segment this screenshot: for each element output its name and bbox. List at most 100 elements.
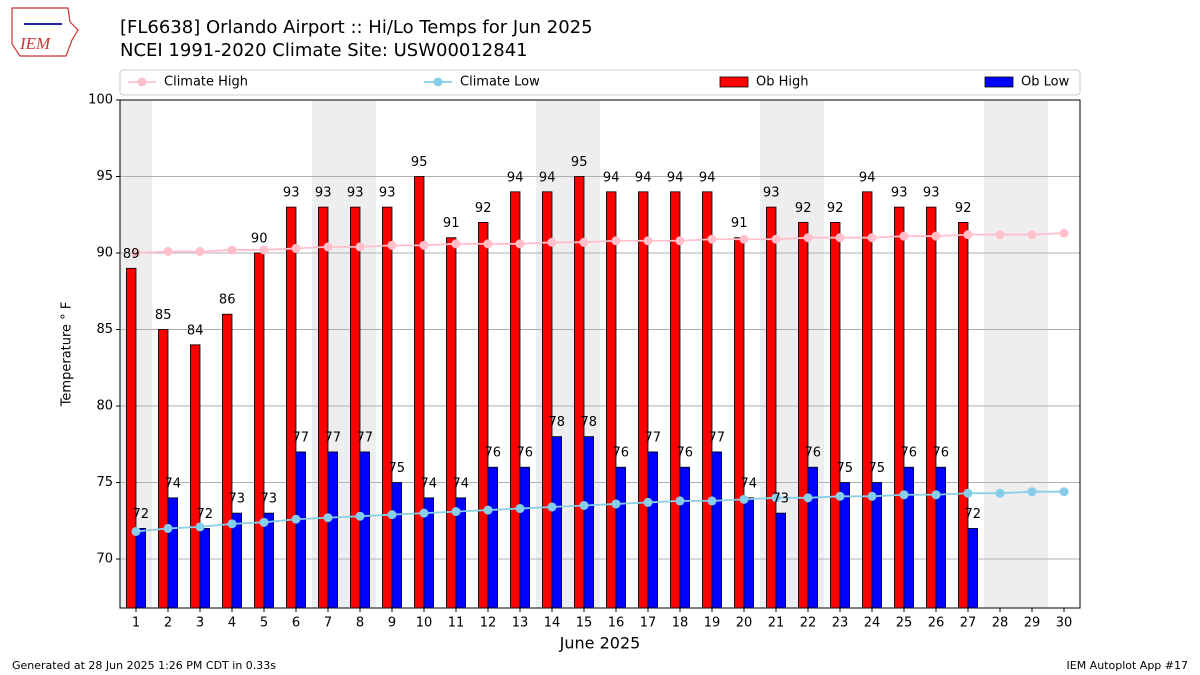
line-marker [931,231,941,241]
y-axis-label: Temperature ° F [60,302,75,408]
logo-outline [11,7,79,57]
bar [734,237,745,609]
x-tick-label: 8 [356,616,364,631]
bar [702,191,713,609]
line-marker [899,490,909,500]
line-marker [1059,228,1069,238]
plot-frame [119,99,1081,609]
bar [551,436,563,609]
bar [775,512,787,609]
x-tick-label: 16 [608,616,625,631]
bar [126,267,137,609]
x-tick-label: 24 [864,616,881,631]
line-marker [675,496,685,506]
value-label: 76 [677,446,694,461]
legend-box [119,69,1081,96]
line-marker [867,233,877,243]
bar [487,466,499,609]
line-marker [835,233,845,243]
x-tick-label: 14 [544,616,561,631]
x-tick-label: 9 [388,616,396,631]
bar [199,528,211,609]
value-label: 93 [379,186,396,201]
x-tick-label: 4 [228,616,236,631]
line-marker [451,507,461,517]
bar [135,528,147,609]
y-tick-label: 85 [96,322,113,337]
value-label: 76 [933,446,950,461]
line-marker [803,493,813,503]
value-label: 90 [251,232,268,247]
line-marker [963,488,973,498]
bar [509,191,521,609]
logo: IEM [11,7,79,57]
value-label: 92 [795,201,812,216]
bar [263,512,275,609]
x-tick-label: 18 [672,616,689,631]
line-marker [259,245,269,255]
line-marker [195,246,205,256]
value-label: 94 [699,170,716,185]
x-tick-label: 5 [260,616,268,631]
value-label: 74 [165,476,182,491]
bar [830,222,841,609]
bar [798,222,809,609]
value-label: 93 [891,186,908,201]
x-tick-label: 23 [832,616,849,631]
value-label: 93 [347,186,364,201]
chart-title: [FL6638] Orlando Airport :: Hi/Lo Temps … [120,17,593,38]
bar [711,451,723,609]
bar [381,206,393,609]
x-tick-label: 20 [736,616,753,631]
value-label: 86 [219,293,236,308]
legend-swatch [719,76,749,88]
x-tick-label: 10 [416,616,433,631]
line-marker [707,496,717,506]
line-marker [259,517,269,527]
line-marker [483,239,493,249]
value-label: 76 [485,446,502,461]
line-marker [1027,230,1037,240]
bar [862,191,873,609]
x-tick-label: 21 [768,616,785,631]
value-label: 72 [133,507,150,522]
x-tick-label: 7 [324,616,332,631]
value-label: 85 [155,308,172,323]
line-marker [739,494,749,504]
value-label: 92 [827,201,844,216]
line-marker [899,231,909,241]
bar [839,482,851,609]
line-marker [995,488,1005,498]
bar [359,451,371,609]
bar [926,206,937,609]
value-label: 93 [315,186,332,201]
value-label: 94 [667,170,684,185]
x-tick-label: 3 [196,616,204,631]
value-label: 73 [261,492,278,507]
line-marker [131,248,141,258]
bar [958,222,969,609]
line-marker [483,505,493,515]
x-tick-label: 26 [928,616,945,631]
bar [647,451,659,609]
line-marker [291,514,301,524]
bar [445,237,457,609]
value-label: 74 [421,476,438,491]
bar [606,191,617,609]
y-tick-label: 95 [96,169,113,184]
bar [477,222,489,609]
footer-left: Generated at 28 Jun 2025 1:26 PM CDT in … [12,659,276,672]
value-label: 94 [603,170,620,185]
line-marker [387,240,397,250]
bar [519,466,531,609]
value-label: 75 [837,461,854,476]
bar [871,482,883,609]
value-label: 73 [229,492,246,507]
bar [317,206,329,609]
shaded-day [1016,100,1048,608]
line-marker [547,502,557,512]
line-marker [963,230,973,240]
bar [679,466,691,609]
line-marker [515,504,525,514]
x-tick-label: 2 [164,616,172,631]
